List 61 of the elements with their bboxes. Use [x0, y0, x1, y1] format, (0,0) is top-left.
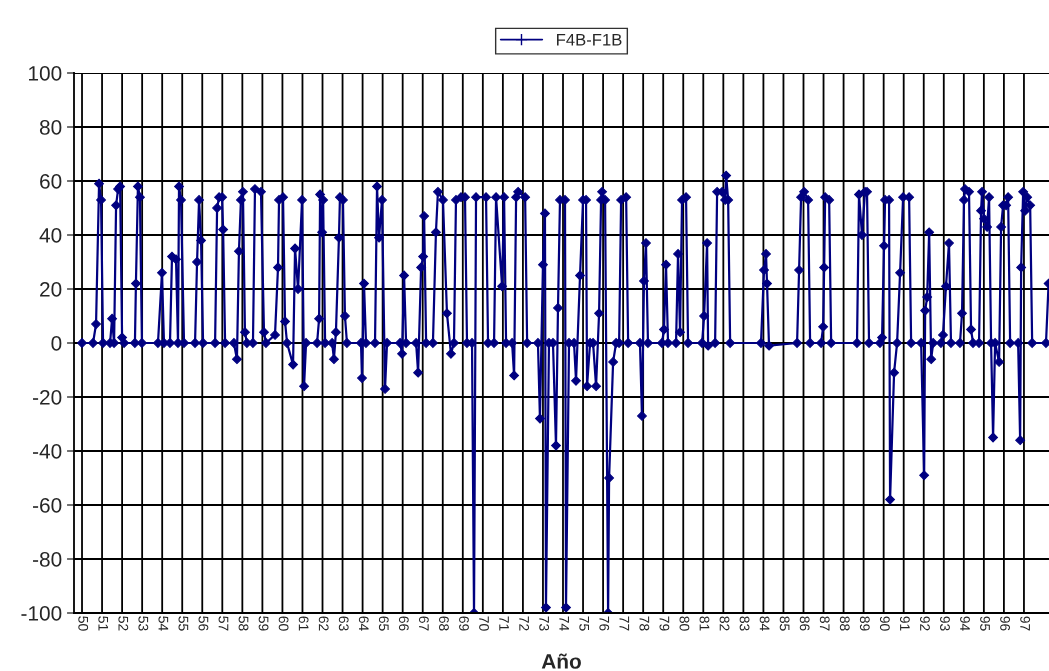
x-axis-title: Año	[541, 653, 581, 669]
x-tick-label: 51	[98, 616, 109, 631]
x-tick-label: 66	[398, 616, 409, 631]
y-tick-label: -80	[33, 552, 62, 567]
x-tick-label: 57	[218, 616, 229, 631]
x-tick-label: 76	[599, 616, 610, 631]
x-tick-label: 91	[899, 616, 910, 631]
legend-label: F4B-F1B	[557, 33, 622, 46]
x-tick-label: 88	[839, 616, 850, 631]
x-tick-label: 55	[178, 616, 189, 631]
x-tick-label: 65	[378, 616, 389, 631]
x-tick-label: 60	[278, 616, 289, 631]
x-tick-label: 79	[659, 616, 670, 631]
y-tick-label: -60	[33, 498, 62, 513]
x-tick-label: 83	[739, 616, 750, 631]
x-tick-label: 74	[559, 616, 569, 631]
x-tick-label: 71	[499, 616, 509, 631]
x-tick-label: 85	[779, 616, 790, 631]
x-tick-label: 67	[418, 616, 429, 631]
x-tick-label: 87	[819, 616, 830, 631]
x-tick-label: 94	[960, 616, 970, 631]
x-tick-label: 89	[859, 616, 870, 631]
x-tick-label: 75	[579, 616, 590, 631]
x-tick-label: 84	[759, 616, 770, 631]
y-tick-label: 20	[40, 282, 62, 297]
x-tick-label: 72	[519, 616, 530, 631]
x-tick-label: 81	[699, 616, 710, 631]
x-tick-label: 86	[799, 616, 810, 631]
x-tick-label: 90	[879, 616, 890, 631]
x-tick-label: 63	[338, 616, 349, 631]
x-tick-label: 70	[479, 616, 489, 631]
x-tick-label: 93	[940, 616, 950, 631]
x-tick-label: 52	[118, 616, 129, 631]
x-tick-label: 54	[158, 616, 169, 631]
x-tick-label: 56	[198, 616, 209, 631]
x-tick-label: 62	[318, 616, 329, 631]
y-tick-label: -40	[33, 444, 62, 459]
x-tick-label: 64	[358, 616, 369, 631]
x-tick-label: 95	[980, 616, 990, 631]
x-tick-label: 50	[78, 616, 89, 631]
y-tick-label: 80	[39, 120, 62, 135]
y-tick-label: -20	[33, 390, 62, 405]
x-tick-label: 61	[298, 616, 309, 631]
y-tick-label: 40	[39, 228, 62, 243]
x-tick-label: 77	[619, 616, 630, 631]
x-tick-label: 73	[539, 616, 550, 631]
x-tick-label: 53	[138, 616, 149, 631]
x-tick-label: 97	[1020, 616, 1031, 631]
y-tick-label: 0	[51, 336, 62, 351]
y-tick-label: 60	[40, 174, 62, 189]
x-tick-label: 69	[459, 616, 469, 631]
x-tick-label: 82	[719, 616, 730, 631]
y-tick-label: -100	[21, 606, 62, 621]
x-tick-label: 80	[679, 616, 690, 631]
y-tick-label: 100	[29, 66, 62, 81]
x-tick-label: 58	[238, 616, 249, 631]
x-tick-label: 59	[258, 616, 269, 631]
x-tick-label: 78	[639, 616, 650, 631]
x-tick-label: 96	[1000, 616, 1011, 631]
x-tick-label: 68	[439, 616, 449, 631]
x-tick-label: 92	[920, 616, 930, 631]
